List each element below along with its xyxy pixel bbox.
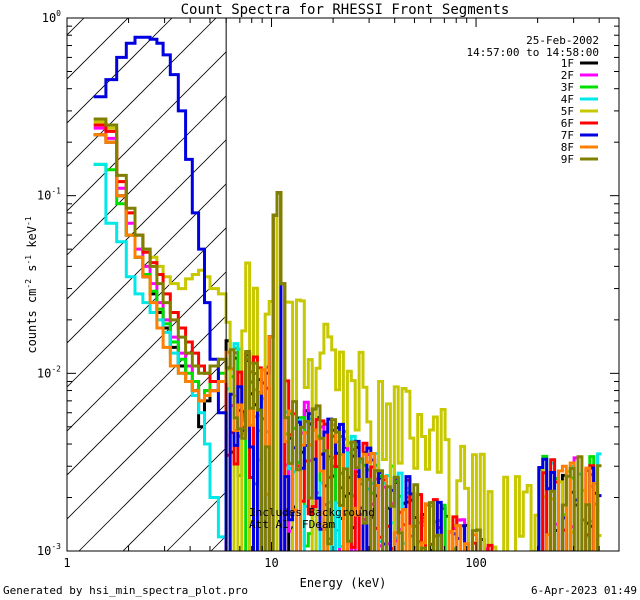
x-axis-label: Energy (keV) (300, 576, 387, 590)
hatch-line (67, 18, 85, 36)
y-tick-label: 100 (42, 9, 61, 25)
y-axis-label: counts cm-2 s-1 keV-1 (24, 216, 39, 353)
series-5f (93, 120, 602, 551)
plot-frame (66, 17, 620, 552)
footer-generator: Generated by hsi_min_spectra_plot.pro (3, 584, 248, 597)
y-tick-label: 10-3 (37, 542, 61, 558)
legend-label-6f: 6F (561, 117, 574, 130)
annotation-attenuator: Att A1, FDeam (249, 518, 335, 531)
series-7f (93, 35, 602, 551)
x-tick-label: 100 (465, 556, 487, 570)
hatch-line (67, 18, 261, 212)
annotation-background: Includes Background (249, 506, 375, 519)
x-tick-label: 10 (264, 556, 278, 570)
chart-title: Count Spectra for RHESSI Front Segments (181, 2, 510, 18)
y-tick-label: 10-1 (37, 187, 61, 203)
legend-label-9f: 9F (561, 153, 574, 166)
time-range-label: 14:57:00 to 14:58:00 (467, 46, 599, 59)
legend-label-5f: 5F (561, 105, 574, 118)
y-tick-label: 10-2 (37, 364, 61, 380)
x-tick-label: 1 (63, 556, 70, 570)
legend-label-4f: 4F (561, 93, 574, 106)
legend-label-8f: 8F (561, 141, 574, 154)
legend-label-1f: 1F (561, 57, 574, 70)
legend-label-3f: 3F (561, 81, 574, 94)
date-label: 25-Feb-2002 (526, 34, 599, 47)
legend-label-7f: 7F (561, 129, 574, 142)
hatch-line (67, 18, 217, 168)
footer-timestamp: 6-Apr-2023 01:49 (531, 584, 637, 597)
legend-label-2f: 2F (561, 69, 574, 82)
